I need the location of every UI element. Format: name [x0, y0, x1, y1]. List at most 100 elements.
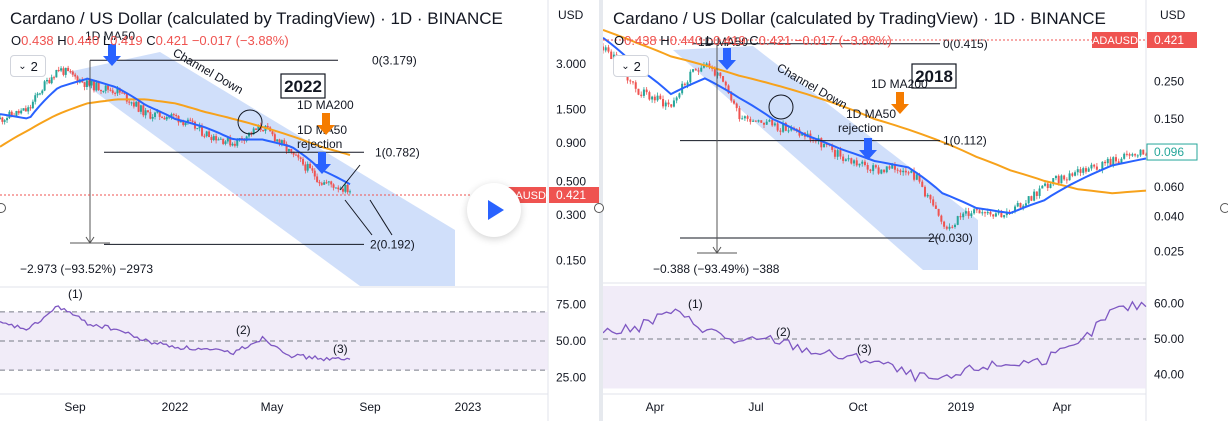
candle-body	[1035, 191, 1038, 196]
ohlc-open-value: 0.438	[21, 33, 54, 48]
candle-body	[151, 117, 154, 119]
candle-body	[266, 125, 269, 128]
candle-body	[866, 165, 869, 170]
candle-body	[1030, 196, 1033, 201]
resize-handle-left[interactable]	[0, 203, 6, 213]
candle-body	[765, 121, 768, 125]
candle-body	[850, 158, 853, 164]
candle-body	[839, 150, 842, 157]
candle-body	[226, 137, 229, 142]
time-tick-label: 2023	[455, 400, 482, 414]
down-arrow-icon	[891, 92, 909, 114]
right-chart-canvas[interactable]: 0(0.415) 1(0.112) 2(0.030) −0.388 (−93.49%)…	[603, 0, 1228, 421]
candle-body	[71, 71, 74, 75]
candle-body	[320, 183, 323, 185]
candle-body	[708, 63, 711, 67]
resize-handle-right[interactable]	[1220, 203, 1228, 213]
ohlc-high-key: H	[660, 33, 670, 48]
candle-body	[1068, 173, 1071, 181]
candle-body	[724, 81, 727, 86]
fib-level-label: 0(3.179)	[372, 53, 417, 67]
candle-body	[85, 80, 88, 87]
price-tick-label: 3.000	[556, 57, 586, 71]
candle-body	[689, 71, 692, 83]
ma200-line	[603, 29, 1147, 195]
candle-body	[1125, 153, 1128, 155]
price-tick-label: 0.900	[556, 136, 586, 150]
candle-body	[341, 188, 344, 192]
candle-body	[637, 88, 640, 95]
candle-body	[603, 46, 604, 51]
candle-body	[672, 100, 675, 107]
candle-body	[686, 82, 689, 85]
candle-body	[15, 110, 18, 117]
rsi-tick-label: 50.00	[556, 334, 586, 348]
candle-body	[144, 110, 147, 116]
candle-body	[1024, 203, 1027, 206]
candle-body	[163, 117, 166, 120]
candle-body	[302, 158, 305, 165]
candle-body	[212, 136, 215, 141]
candle-body	[662, 99, 665, 107]
candle-body	[344, 184, 347, 192]
candle-body	[683, 83, 686, 85]
ma50-line	[0, 77, 351, 186]
candle-body	[60, 68, 63, 71]
candle-body	[1046, 183, 1049, 189]
candle-body	[114, 92, 117, 94]
candle-body	[964, 211, 967, 214]
price-tick-label: 0.150	[1154, 112, 1184, 126]
candle-body	[820, 138, 823, 148]
resize-handle-middle[interactable]	[594, 203, 604, 213]
rejection-circle	[237, 109, 263, 135]
left-chart-canvas[interactable]: 0(3.179) 1(0.782) 2(0.192) −2.973 (−93.52%)…	[0, 0, 600, 421]
candle-body	[325, 182, 328, 184]
candle-body	[861, 161, 864, 164]
candle-body	[782, 122, 785, 132]
price-tick-label: 0.300	[556, 208, 586, 222]
candle-body	[899, 170, 902, 173]
candle-body	[1000, 211, 1003, 218]
candle-body	[137, 101, 140, 112]
candle-body	[719, 72, 722, 77]
rsi-line	[603, 300, 1147, 383]
candle-body	[749, 118, 752, 122]
candle-body	[92, 80, 95, 91]
candle-body	[222, 138, 225, 144]
candle-body	[95, 82, 98, 91]
play-button[interactable]	[467, 183, 521, 237]
candle-body	[1145, 154, 1147, 156]
candle-body	[1049, 184, 1052, 189]
candle-body	[276, 139, 279, 142]
candle-body	[332, 184, 335, 188]
candle-body	[629, 80, 632, 82]
year-box	[911, 63, 957, 89]
ticker-badge-label: ADAUSD	[1092, 35, 1138, 47]
candle-body	[1079, 169, 1082, 173]
time-tick-label: Apr	[646, 400, 665, 414]
candle-body	[316, 176, 319, 183]
collapse-indicators-button[interactable]: ⌄ 2	[10, 55, 46, 77]
year-label: 2018	[915, 67, 953, 86]
candle-body	[1112, 157, 1115, 166]
ma200-annotation: 1D MA200	[871, 77, 928, 91]
rejection-annotation: rejection	[838, 121, 883, 135]
candle-body	[645, 89, 648, 93]
candle-body	[1128, 154, 1131, 156]
candle-body	[1093, 164, 1096, 167]
down-arrow-icon	[103, 44, 121, 66]
candle-body	[836, 150, 839, 157]
collapse-indicators-button[interactable]: ⌄ 2	[613, 55, 649, 77]
candle-body	[918, 174, 921, 182]
candle-body	[932, 199, 935, 206]
candle-body	[172, 114, 175, 116]
candle-body	[69, 71, 72, 73]
candle-body	[111, 90, 114, 93]
candle-body	[1104, 161, 1107, 164]
candle-body	[869, 169, 872, 172]
time-tick-label: May	[261, 400, 284, 414]
candle-body	[1095, 166, 1098, 170]
candle-body	[128, 101, 131, 103]
candle-body	[62, 68, 65, 75]
candle-body	[50, 77, 53, 84]
